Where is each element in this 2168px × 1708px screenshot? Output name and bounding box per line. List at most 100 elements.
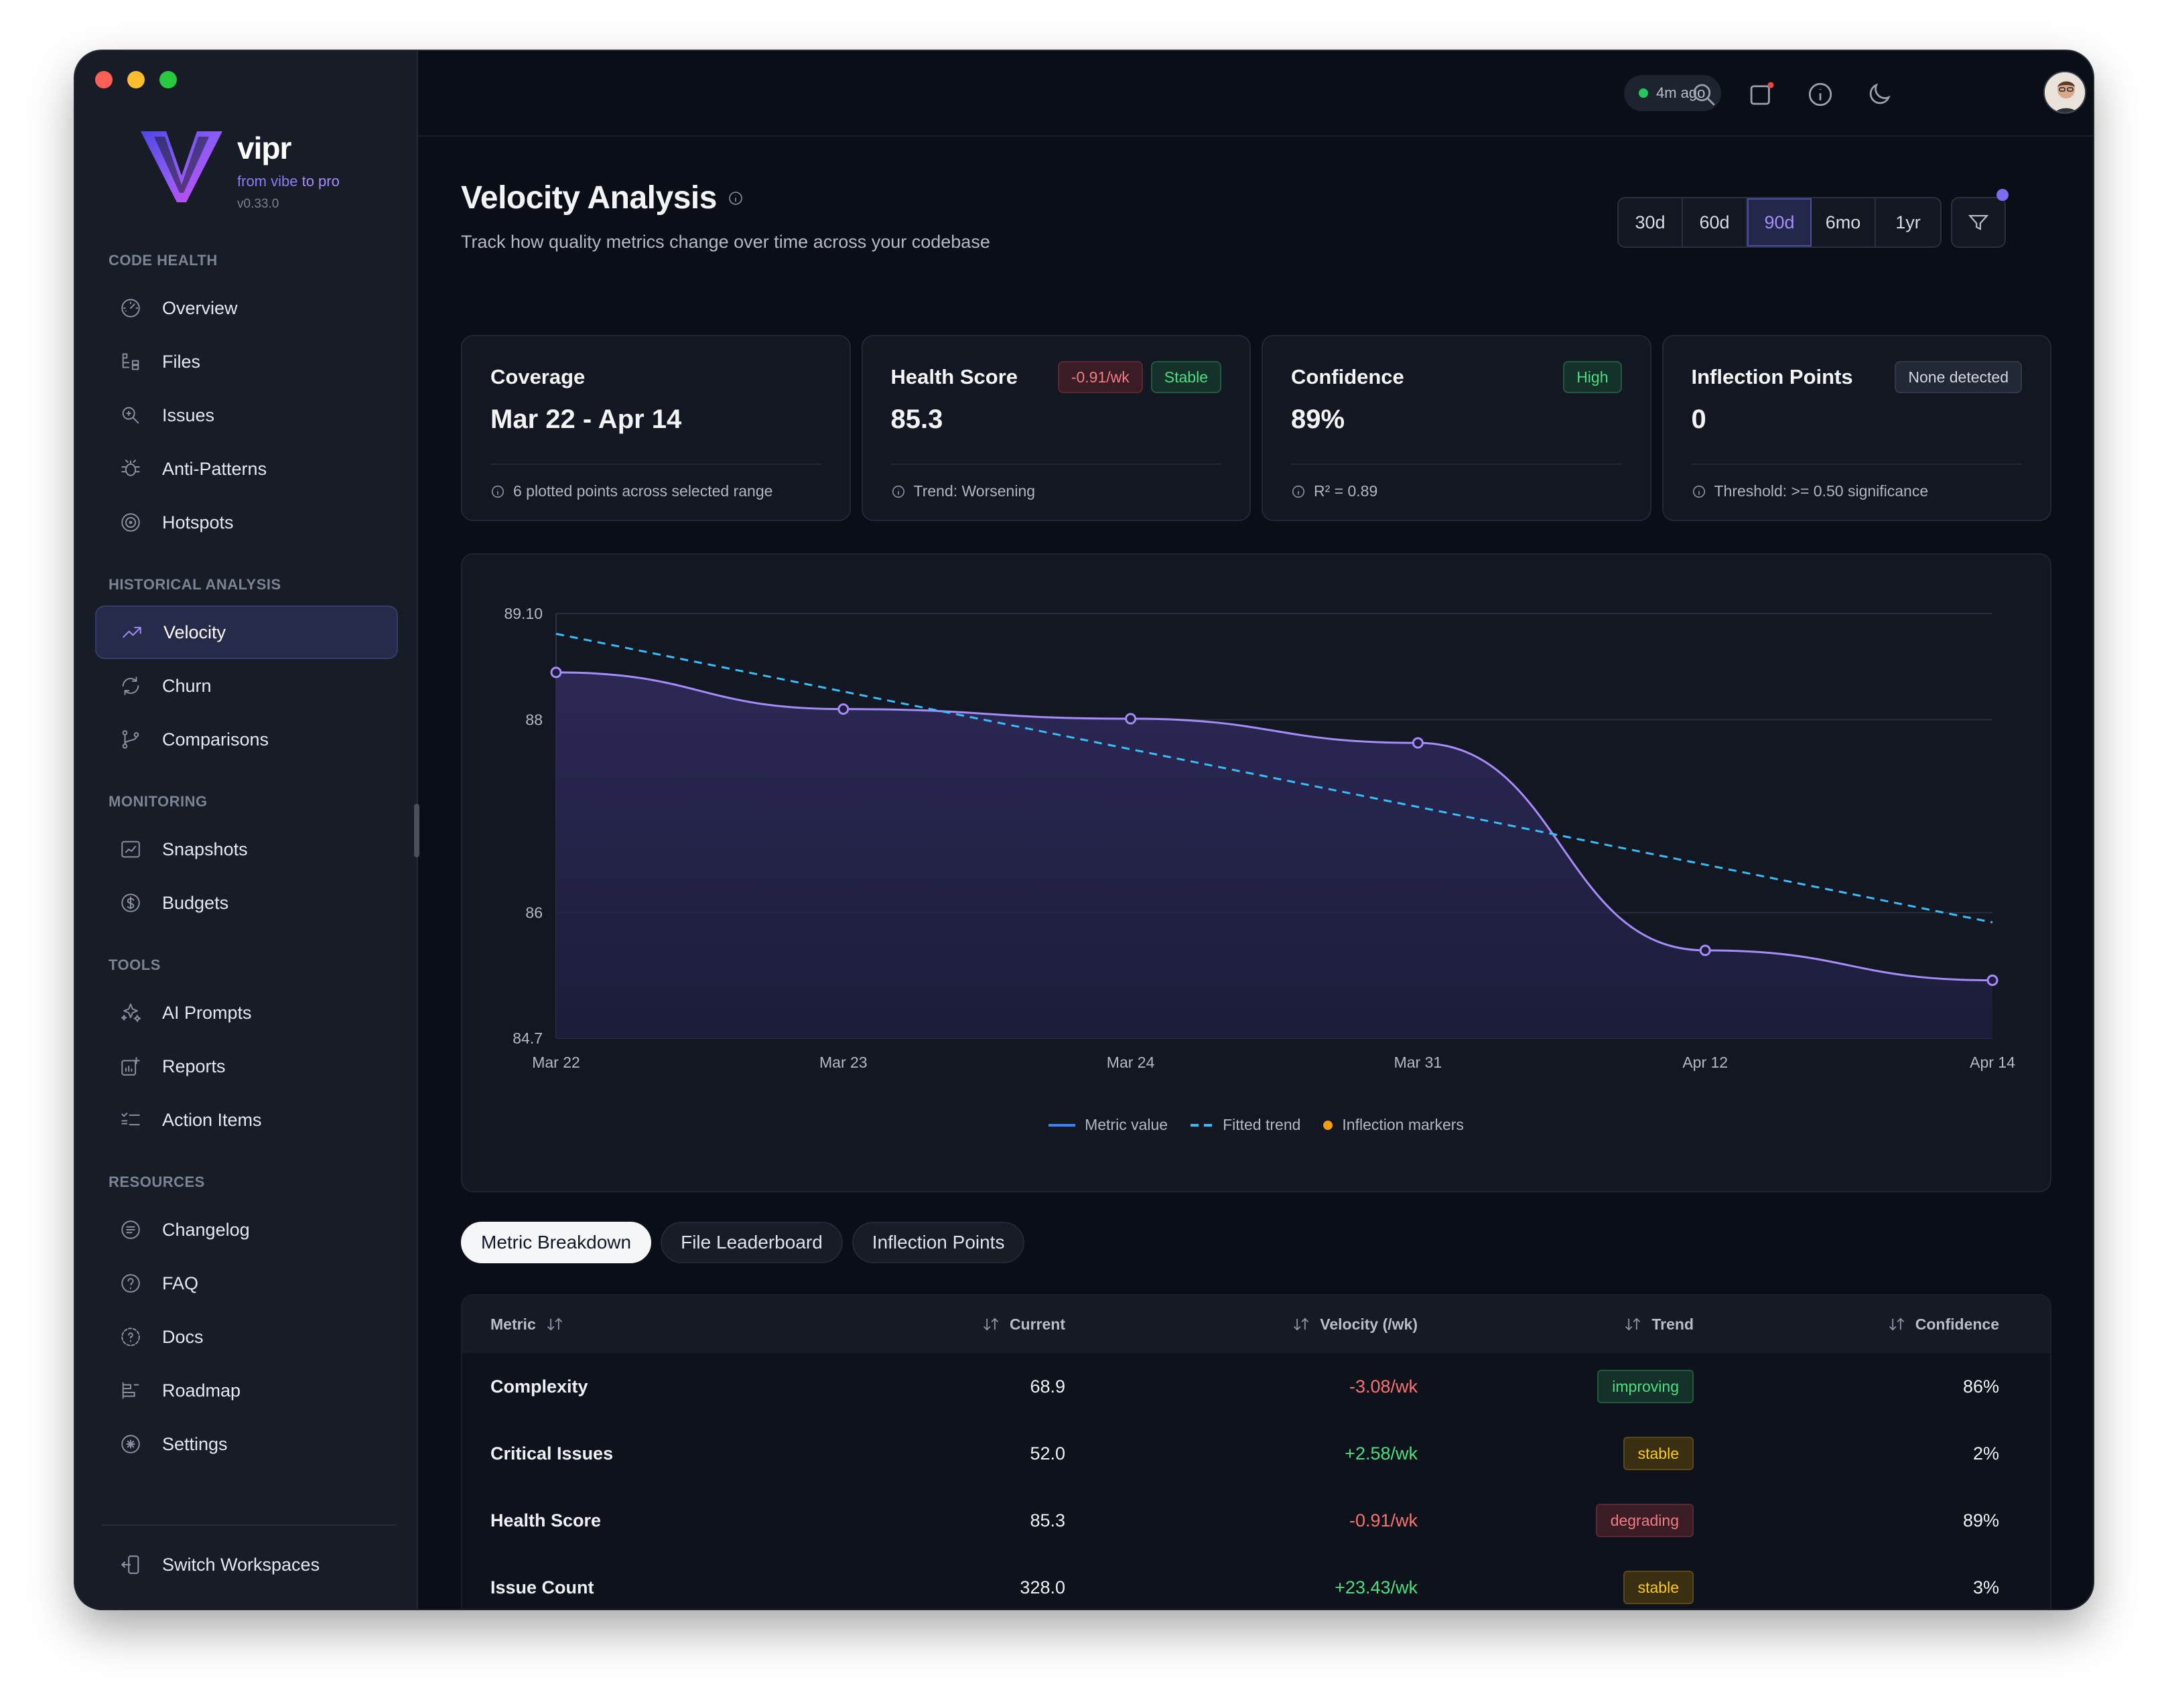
sidebar-item-docs[interactable]: Docs (95, 1310, 398, 1364)
maximize-window-button[interactable] (159, 71, 177, 88)
legend-metric-value[interactable]: Metric value (1048, 1116, 1168, 1134)
app-window: vipr from vibe to pro v0.33.0 CODE HEALT… (75, 51, 2093, 1609)
search-bug-icon (118, 403, 143, 428)
sidebar-item-settings[interactable]: Settings (95, 1417, 398, 1471)
sidebar-item-label: Roadmap (162, 1380, 241, 1401)
legend-label: Metric value (1085, 1116, 1168, 1133)
brand[interactable]: vipr from vibe to pro v0.33.0 (139, 129, 340, 212)
refresh-icon (118, 673, 143, 699)
card-footer: Trend: Worsening (890, 464, 1221, 500)
page-title-text: Velocity Analysis (461, 180, 717, 216)
sidebar-item-overview[interactable]: Overview (95, 281, 398, 335)
legend-fitted-trend[interactable]: Fitted trend (1191, 1116, 1300, 1134)
sidebar-item-anti-patterns[interactable]: Anti-Patterns (95, 442, 398, 496)
window-controls (95, 71, 177, 88)
sidebar-item-label: Comparisons (162, 729, 269, 750)
sidebar-divider (102, 1524, 397, 1526)
cell-metric: Issue Count (490, 1577, 594, 1597)
range-30d[interactable]: 30d (1619, 198, 1683, 246)
sidebar-item-roadmap[interactable]: Roadmap (95, 1364, 398, 1417)
filter-button[interactable] (1951, 197, 2006, 248)
sidebar-item-ai-prompts[interactable]: AI Prompts (95, 986, 398, 1040)
sidebar-item-churn[interactable]: Churn (95, 659, 398, 713)
x-tick-label: Mar 31 (1394, 1054, 1442, 1071)
col-current[interactable]: Current (864, 1315, 1065, 1334)
trend-badge: stable (1623, 1437, 1694, 1470)
sidebar-item-issues[interactable]: Issues (95, 388, 398, 442)
sidebar-item-reports[interactable]: Reports (95, 1040, 398, 1093)
range-60d[interactable]: 60d (1683, 198, 1747, 246)
tab-inflection-points[interactable]: Inflection Points (852, 1222, 1025, 1263)
sidebar-item-label: Velocity (163, 622, 226, 642)
cell-velocity: +2.58/wk (1345, 1443, 1418, 1464)
col-velocity-label: Velocity (/wk) (1320, 1315, 1418, 1333)
range-1yr[interactable]: 1yr (1895, 212, 1921, 232)
range-90d[interactable]: 90d (1747, 198, 1812, 246)
col-metric[interactable]: Metric (462, 1315, 864, 1334)
table-body: Complexity 68.9 -3.08/wk improving 86% Critic… (462, 1353, 2050, 1609)
sidebar-item-comparisons[interactable]: Comparisons (95, 713, 398, 766)
metric-value-line (555, 671, 1993, 982)
card-inflection-points: Inflection Points None detected 0 Threshold… (1662, 335, 2051, 521)
sidebar-item-faq[interactable]: FAQ (95, 1257, 398, 1310)
table-row[interactable]: Complexity 68.9 -3.08/wk improving 86% (462, 1353, 2050, 1420)
bug-icon (118, 456, 143, 482)
cell-current: 68.9 (1030, 1376, 1065, 1397)
user-avatar[interactable] (2043, 71, 2086, 114)
notifications-icon[interactable] (1747, 80, 1775, 109)
minimize-window-button[interactable] (127, 71, 145, 88)
table-row[interactable]: Critical Issues 52.0 +2.58/wk stable 2% (462, 1420, 2050, 1487)
card-footer-text: Threshold: >= 0.50 significance (1714, 482, 1929, 500)
x-tick-label: Mar 24 (1107, 1054, 1155, 1071)
tagline-part-1: from vibe (237, 173, 298, 190)
sidebar-item-changelog[interactable]: Changelog (95, 1203, 398, 1257)
data-point[interactable] (837, 703, 850, 715)
tab-file-leaderboard[interactable]: File Leaderboard (661, 1222, 843, 1263)
table-row[interactable]: Issue Count 328.0 +23.43/wk stable 3% (462, 1554, 2050, 1609)
y-tick-label: 89.10 (504, 605, 543, 622)
sidebar-item-hotspots[interactable]: Hotspots (95, 496, 398, 549)
legend-inflection-markers[interactable]: Inflection markers (1323, 1116, 1464, 1134)
dark-mode-icon[interactable] (1865, 80, 1893, 109)
status-badge: High (1563, 361, 1622, 393)
card-footer: R² = 0.89 (1291, 464, 1622, 500)
tab-metric-breakdown[interactable]: Metric Breakdown (461, 1222, 652, 1263)
search-icon[interactable] (1690, 80, 1718, 109)
sidebar-item-label: Changelog (162, 1219, 250, 1240)
data-point[interactable] (550, 666, 562, 679)
data-point[interactable] (1125, 713, 1137, 725)
switch-workspaces-label: Switch Workspaces (162, 1554, 320, 1575)
sidebar-item-action-items[interactable]: Action Items (95, 1093, 398, 1147)
data-point[interactable] (1412, 737, 1424, 749)
sidebar-item-label: FAQ (162, 1273, 199, 1293)
sidebar-item-snapshots[interactable]: Snapshots (95, 823, 398, 876)
switch-workspaces-button[interactable]: Switch Workspaces (95, 1538, 398, 1591)
roadmap-icon (118, 1378, 143, 1403)
sidebar-item-files[interactable]: Files (95, 335, 398, 388)
card-title: Coverage (490, 365, 586, 388)
sort-icon (1889, 1318, 1904, 1331)
x-tick-label: Mar 22 (532, 1054, 580, 1071)
status-badge: Stable (1150, 361, 1221, 393)
close-window-button[interactable] (95, 71, 113, 88)
sidebar-resize-handle[interactable] (414, 804, 419, 857)
col-confidence[interactable]: Confidence (1694, 1315, 2026, 1334)
title-info-icon[interactable] (728, 190, 744, 206)
col-trend[interactable]: Trend (1418, 1315, 1694, 1334)
status-badge: -0.91/wk (1057, 361, 1143, 393)
x-tick-label: Mar 23 (819, 1054, 868, 1071)
velocity-chart: 89.10 88 86 84.7 Mar 22 Mar 23 Mar 24 Mar 31 Apr… (461, 553, 2051, 1192)
col-velocity[interactable]: Velocity (/wk) (1065, 1315, 1418, 1334)
data-point[interactable] (1699, 944, 1711, 956)
time-range-selector: 30d 60d 90d 6mo 1yr (1617, 197, 1942, 248)
data-point[interactable] (1986, 975, 1998, 987)
info-icon[interactable] (1806, 80, 1834, 109)
sidebar-item-budgets[interactable]: Budgets (95, 876, 398, 930)
range-6mo[interactable]: 6mo (1812, 198, 1876, 246)
docs-icon (118, 1324, 143, 1350)
trend-icon (119, 620, 145, 645)
sidebar-item-velocity[interactable]: Velocity (95, 606, 398, 659)
dollar-icon (118, 890, 143, 916)
sidebar-item-label: Anti-Patterns (162, 458, 267, 479)
table-row[interactable]: Health Score 85.3 -0.91/wk degrading 89% (462, 1487, 2050, 1554)
